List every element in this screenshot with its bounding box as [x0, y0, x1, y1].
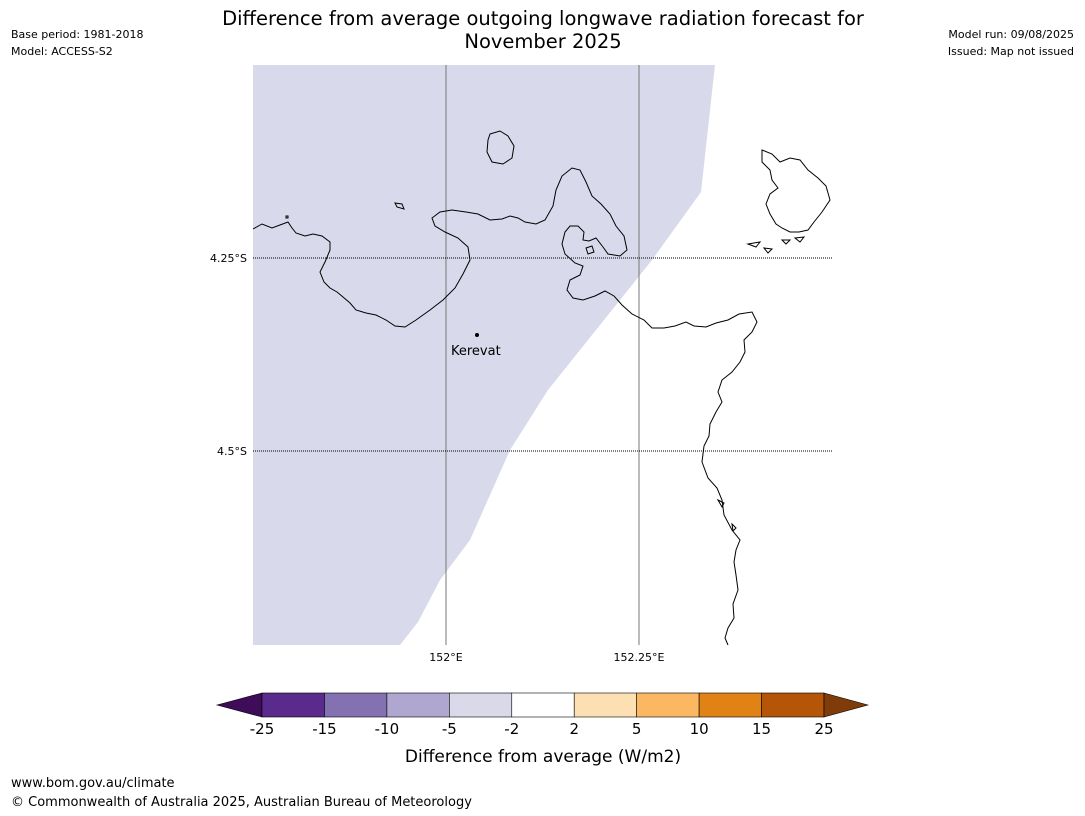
title-line-2: November 2025 [464, 30, 622, 53]
colorbar-segment [698, 692, 762, 718]
colorbar-tick-label: -15 [312, 720, 337, 738]
colorbar-extend-low [215, 692, 263, 718]
colorbar: -25 -15 -10 -5 -2 2 5 10 15 25 [215, 692, 870, 738]
meta-right: Model run: 09/08/2025 Issued: Map not is… [948, 26, 1074, 60]
footer: www.bom.gov.au/climate © Commonwealth of… [11, 774, 472, 812]
colorbar-segment [636, 692, 700, 718]
coastline-islet-f [731, 522, 737, 533]
coastline-islet-c [780, 239, 792, 245]
colorbar-segment [324, 692, 388, 718]
lon-label-152: 152°E [429, 651, 462, 664]
meta-left: Base period: 1981-2018 Model: ACCESS-S2 [11, 26, 143, 60]
colorbar-extend-high [823, 692, 870, 718]
shaded-region [253, 65, 715, 645]
colorbar-tick-label: 25 [814, 720, 833, 738]
colorbar-segment [261, 692, 325, 718]
coastline-islet-a [746, 241, 762, 248]
colorbar-tick-label: -25 [250, 720, 275, 738]
coastline-islet-b [762, 247, 774, 254]
coastline-islet-d [793, 236, 806, 243]
coastline-islet-e [716, 498, 725, 509]
colorbar-tick-label: -2 [504, 720, 519, 738]
coastline-inner-islet [585, 245, 595, 255]
colorbar-segment [761, 692, 825, 718]
lat-label-4-25: 4.25°S [210, 252, 247, 265]
colorbar-segment [386, 692, 450, 718]
colorbar-tick-label: 2 [569, 720, 579, 738]
model-name: Model: ACCESS-S2 [11, 45, 113, 58]
coastline-north-island [486, 130, 515, 165]
base-period: Base period: 1981-2018 [11, 28, 144, 41]
kerevat-marker [475, 333, 479, 337]
lat-label-4-5: 4.5°S [217, 445, 247, 458]
issued-status: Issued: Map not issued [947, 45, 1074, 58]
model-run: Model run: 09/08/2025 [948, 28, 1074, 41]
colorbar-tick-label: -5 [442, 720, 457, 738]
colorbar-segment [511, 692, 575, 718]
coastline-small-island [394, 202, 405, 210]
colorbar-label: Difference from average (W/m2) [405, 747, 681, 767]
colorbar-tick-label: 10 [690, 720, 709, 738]
colorbar-segment [449, 692, 513, 718]
colorbar-tick-label: 15 [752, 720, 771, 738]
coastline-dot-island [285, 215, 289, 219]
kerevat-label: Kerevat [451, 344, 501, 359]
title-line-1: Difference from average outgoing longwav… [222, 7, 864, 30]
colorbar-segment [573, 692, 637, 718]
coastline-duke-of-york [761, 149, 831, 233]
colorbar-tick-label: 5 [632, 720, 642, 738]
footer-copyright: © Commonwealth of Australia 2025, Austra… [11, 795, 472, 810]
colorbar-tick-label: -10 [375, 720, 400, 738]
footer-url: www.bom.gov.au/climate [11, 776, 175, 791]
coastline-main [252, 167, 758, 646]
map-title: Difference from average outgoing longwav… [190, 7, 896, 53]
lon-label-152-25: 152.25°E [614, 651, 665, 664]
coastlines [252, 130, 831, 646]
map-panel: Kerevat 4.25°S 4.5°S 152°E 152.25°E [210, 65, 832, 664]
